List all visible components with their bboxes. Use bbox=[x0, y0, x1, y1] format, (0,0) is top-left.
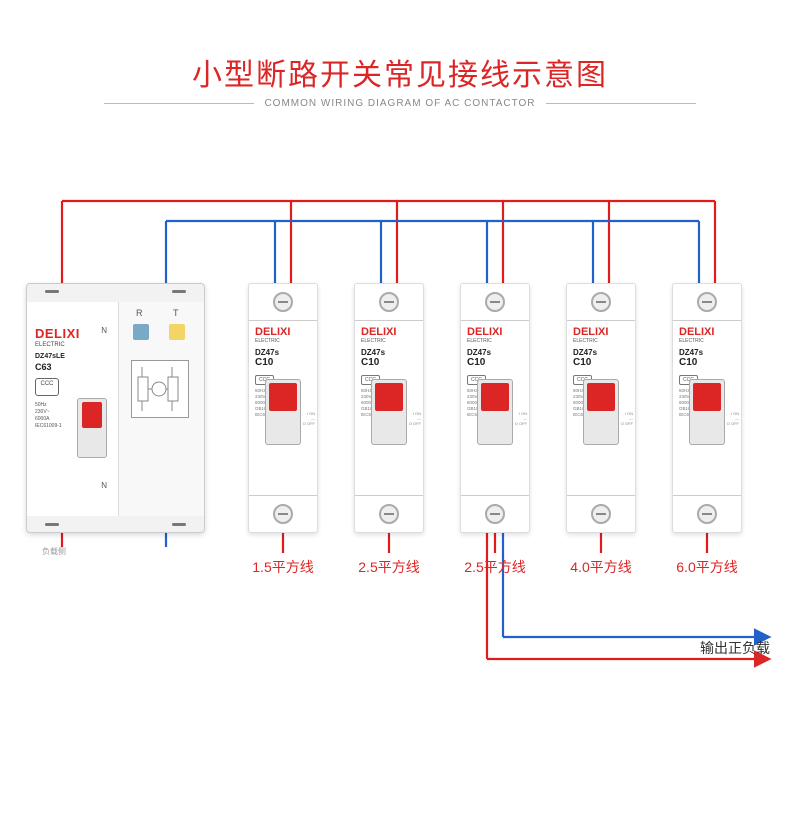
main-front-face: DELIXI ELECTRIC DZ47sLE C63 CCC 50Hz 230… bbox=[27, 302, 119, 516]
title-cn: 小型断路开关常见接线示意图 bbox=[0, 50, 800, 94]
ccc-badge: CCC bbox=[35, 378, 59, 396]
mcb-switch[interactable] bbox=[583, 379, 619, 445]
specs-text: 50Hz 230V~ 6000A IEC61009-1 bbox=[35, 402, 62, 430]
terminal-bottom bbox=[379, 504, 399, 524]
main-bottom-label: 负载侧 bbox=[30, 546, 78, 813]
terminal-slot bbox=[172, 523, 186, 526]
model-label: DZ47sLE bbox=[35, 353, 65, 360]
model-label: DZ47s bbox=[573, 348, 629, 357]
switch-lever bbox=[82, 402, 102, 428]
terminal-top bbox=[379, 292, 399, 312]
brand-sub-label: ELECTRIC bbox=[573, 338, 629, 344]
brand-label: DELIXI bbox=[573, 326, 629, 338]
wire-gauge-label: 6.0平方线 bbox=[667, 557, 747, 577]
main-side-module: R T bbox=[119, 302, 204, 516]
n-label-top: N bbox=[101, 326, 107, 335]
brand-sub-label: ELECTRIC bbox=[467, 338, 523, 344]
on-off-text: I ON — O OFF bbox=[621, 411, 633, 426]
brand-sub-label: ELECTRIC bbox=[361, 338, 417, 344]
on-off-text: I ON — O OFF bbox=[515, 411, 527, 426]
terminal-top bbox=[273, 292, 293, 312]
terminal-slot bbox=[45, 290, 59, 293]
n-label-bot: N bbox=[101, 481, 107, 490]
switch-lever bbox=[587, 383, 615, 411]
switch-lever bbox=[375, 383, 403, 411]
main-switch[interactable] bbox=[77, 398, 107, 458]
test-btn-label: T bbox=[173, 308, 179, 318]
rule-left bbox=[104, 103, 254, 104]
switch-lever bbox=[693, 383, 721, 411]
model-label: DZ47s bbox=[679, 348, 735, 357]
rule-right bbox=[546, 103, 696, 104]
main-rccb-breaker: DELIXI ELECTRIC DZ47sLE C63 CCC 50Hz 230… bbox=[26, 283, 205, 533]
mcb-breaker: DELIXI ELECTRIC DZ47s C10 CCC 50Hz 230V/… bbox=[460, 283, 530, 533]
mcb-switch[interactable] bbox=[689, 379, 725, 445]
brand-label: DELIXI bbox=[467, 326, 523, 338]
title-en: COMMON WIRING DIAGRAM OF AC CONTACTOR bbox=[264, 98, 535, 109]
brand-sub-label: ELECTRIC bbox=[255, 338, 311, 344]
on-off-text: I ON — O OFF bbox=[303, 411, 315, 426]
brand-label: DELIXI bbox=[255, 326, 311, 338]
brand-label: DELIXI bbox=[679, 326, 735, 338]
rating-label: C10 bbox=[361, 357, 417, 368]
rating-label: C10 bbox=[573, 357, 629, 368]
brand-sub-label: ELECTRIC bbox=[679, 338, 735, 344]
mcb-switch[interactable] bbox=[371, 379, 407, 445]
reset-button[interactable] bbox=[133, 324, 149, 340]
mcb-breaker: DELIXI ELECTRIC DZ47s C10 CCC 50Hz 230V/… bbox=[248, 283, 318, 533]
rating-label: C10 bbox=[255, 357, 311, 368]
terminal-top bbox=[591, 292, 611, 312]
terminal-bottom bbox=[591, 504, 611, 524]
reset-btn-label: R bbox=[136, 308, 143, 318]
terminal-slot bbox=[45, 523, 59, 526]
wire-gauge-label: 2.5平方线 bbox=[455, 557, 535, 577]
brand-label: DELIXI bbox=[35, 326, 80, 341]
mcb-breaker: DELIXI ELECTRIC DZ47s C10 CCC 50Hz 230V/… bbox=[354, 283, 424, 533]
mcb-switch[interactable] bbox=[265, 379, 301, 445]
terminal-bottom bbox=[697, 504, 717, 524]
rating-label: C10 bbox=[467, 357, 523, 368]
terminal-slot bbox=[172, 290, 186, 293]
test-button[interactable] bbox=[169, 324, 185, 340]
switch-lever bbox=[481, 383, 509, 411]
wire-gauge-label: 2.5平方线 bbox=[349, 557, 429, 577]
mcb-breaker: DELIXI ELECTRIC DZ47s C10 CCC 50Hz 230V/… bbox=[566, 283, 636, 533]
output-load-label: 输出正负载 bbox=[700, 638, 770, 658]
brand-label: DELIXI bbox=[361, 326, 417, 338]
rating-label: C10 bbox=[679, 357, 735, 368]
terminal-top bbox=[697, 292, 717, 312]
terminal-bottom bbox=[485, 504, 505, 524]
brand-sub-label: ELECTRIC bbox=[35, 342, 65, 348]
terminal-bottom bbox=[273, 504, 293, 524]
model-label: DZ47s bbox=[255, 348, 311, 357]
mcb-breaker: DELIXI ELECTRIC DZ47s C10 CCC 50Hz 230V/… bbox=[672, 283, 742, 533]
on-off-text: I ON — O OFF bbox=[727, 411, 739, 426]
switch-lever bbox=[269, 383, 297, 411]
model-label: DZ47s bbox=[361, 348, 417, 357]
model-label: DZ47s bbox=[467, 348, 523, 357]
title-block: 小型断路开关常见接线示意图 COMMON WIRING DIAGRAM OF A… bbox=[0, 50, 800, 109]
on-off-text: I ON — O OFF bbox=[409, 411, 421, 426]
circuit-diagram-icon bbox=[131, 360, 189, 418]
rating-label: C63 bbox=[35, 362, 52, 372]
terminal-top bbox=[485, 292, 505, 312]
mcb-switch[interactable] bbox=[477, 379, 513, 445]
wire-gauge-label: 4.0平方线 bbox=[561, 557, 641, 577]
wire-gauge-label: 1.5平方线 bbox=[243, 557, 323, 577]
title-rule: COMMON WIRING DIAGRAM OF AC CONTACTOR bbox=[0, 98, 800, 109]
